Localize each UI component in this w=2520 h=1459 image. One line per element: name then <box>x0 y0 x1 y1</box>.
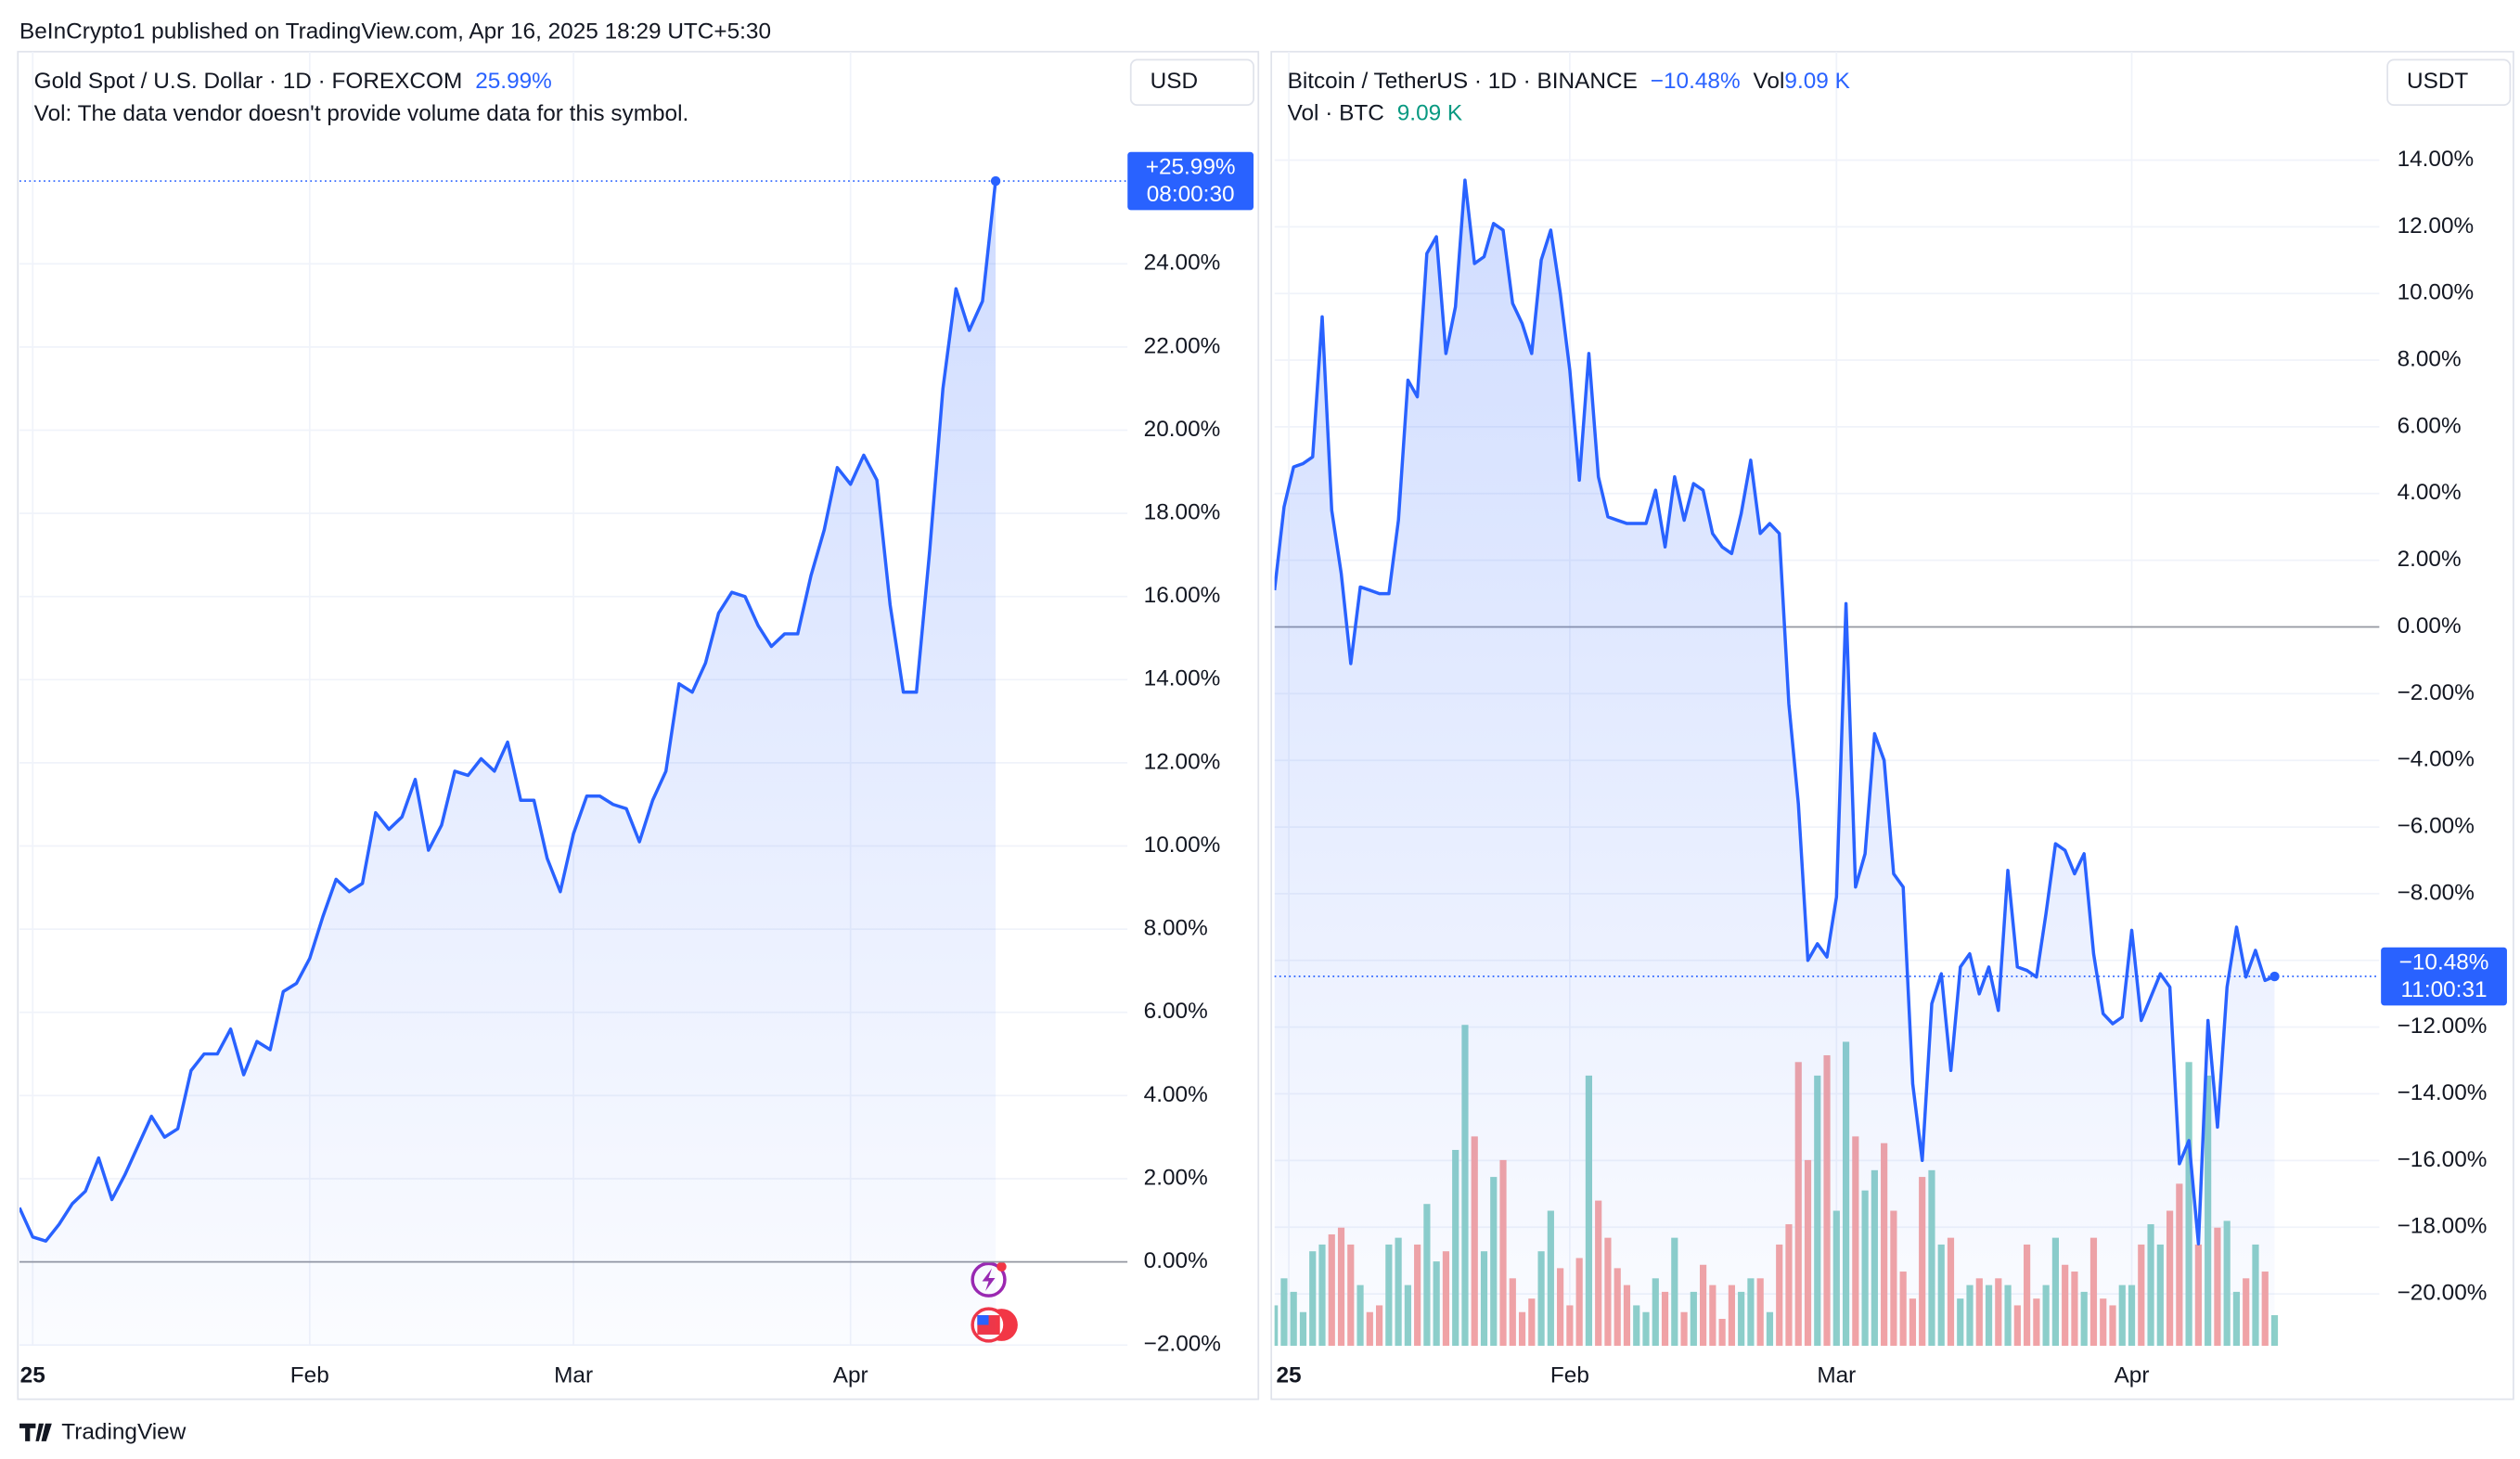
price-line <box>1274 178 2276 1246</box>
currency-box <box>1129 58 1254 107</box>
chart-title: Gold Spot / U.S. Dollar · 1D · FOREXCOM 2… <box>34 69 552 94</box>
price-tag-time: 11:00:31 <box>2401 977 2488 1002</box>
x-tick-label: 25 <box>20 1363 45 1388</box>
y-tick-label: 6.00% <box>1144 999 1208 1024</box>
y-tick-label: 22.00% <box>1144 333 1221 358</box>
panel-frame <box>1270 50 2514 1401</box>
chart-title: Bitcoin / TetherUS · 1D · BINANCE −10.48%… <box>1288 69 1850 94</box>
y-tick-label: −14.00% <box>2398 1080 2488 1105</box>
x-tick-label: Mar <box>1817 1363 1856 1388</box>
y-tick-label: 2.00% <box>2398 547 2462 572</box>
y-tick-label: −2.00% <box>1144 1332 1221 1357</box>
x-tick-label: Apr <box>833 1363 868 1388</box>
price-tag <box>1127 151 1254 211</box>
vol-title: Vol <box>1754 69 1785 94</box>
plot <box>19 51 1128 1347</box>
last-price-dot <box>2269 971 2280 982</box>
y-tick-label: −16.00% <box>2398 1147 2488 1172</box>
y-tick-label: 12.00% <box>2398 213 2475 239</box>
y-tick-label: −4.00% <box>2398 747 2475 772</box>
y-tick-label: 4.00% <box>1144 1082 1208 1107</box>
y-tick-label: 16.00% <box>1144 583 1221 608</box>
x-tick-label: Apr <box>2115 1363 2150 1388</box>
price-tag-value: −10.48% <box>2399 950 2489 975</box>
y-tick-label: 14.00% <box>2398 147 2475 172</box>
area <box>19 180 996 1347</box>
currency: USD <box>1151 69 1198 94</box>
y-tick-label: 14.00% <box>1144 666 1221 691</box>
panel-frame <box>17 50 1260 1401</box>
y-tick-label: 18.00% <box>1144 500 1221 525</box>
x-tick-label: Mar <box>554 1363 593 1388</box>
y-tick-label: 6.00% <box>2398 413 2462 438</box>
title: Bitcoin / TetherUS · 1D · BINANCE <box>1288 69 1638 94</box>
y-tick-label: −12.00% <box>2398 1014 2488 1039</box>
x-tick-label: Feb <box>290 1363 329 1388</box>
x-tick-label: 25 <box>1277 1363 1302 1388</box>
note: Vol: The data vendor doesn't provide vol… <box>34 101 689 126</box>
y-tick-label: 8.00% <box>2398 346 2462 371</box>
title: Gold Spot / U.S. Dollar · 1D · FOREXCOM <box>34 69 463 94</box>
y-tick-label: 24.00% <box>1144 251 1221 276</box>
footer: TradingView <box>61 1420 186 1445</box>
currency: USDT <box>2407 69 2468 94</box>
y-tick-label: −8.00% <box>2398 880 2475 905</box>
x-tick-label: Feb <box>1550 1363 1589 1388</box>
y-tick-label: 4.00% <box>2398 480 2462 505</box>
y-tick-label: 10.00% <box>1144 833 1221 858</box>
price-tag-value: +25.99% <box>1146 155 1236 180</box>
y-tick-label: −6.00% <box>2398 814 2475 839</box>
y-tick-label: −18.00% <box>2398 1214 2488 1239</box>
y-tick-label: 20.00% <box>1144 417 1221 442</box>
last-price-dot <box>990 175 1001 187</box>
y-tick-label: 8.00% <box>1144 916 1208 941</box>
tv-logo <box>19 1423 52 1441</box>
volume-bar <box>2270 1315 2279 1347</box>
price-line <box>19 180 997 1243</box>
y-tick-label: 0.00% <box>2398 613 2462 639</box>
y-tick-label: −20.00% <box>2398 1281 2488 1306</box>
y-tick-label: 10.00% <box>2398 280 2475 305</box>
vol-value: 9.09 K <box>1784 69 1849 94</box>
y-tick-label: 0.00% <box>1144 1248 1208 1273</box>
change: 25.99% <box>475 69 552 94</box>
area <box>1274 180 2275 1347</box>
price-tag-time: 08:00:30 <box>1147 182 1235 207</box>
currency-box <box>2386 58 2512 107</box>
volume-legend: Vol · BTC 9.09 K <box>1288 101 1463 126</box>
y-tick-label: −2.00% <box>2398 680 2475 705</box>
header: BeInCrypto1 published on TradingView.com… <box>19 19 771 44</box>
y-tick-label: 12.00% <box>1144 749 1221 774</box>
change: −10.48% <box>1651 69 1741 94</box>
volume-value: 9.09 K <box>1397 101 1462 126</box>
y-tick-label: 2.00% <box>1144 1165 1208 1190</box>
plot <box>1274 51 2380 1347</box>
volume-name: Vol · BTC <box>1288 101 1384 126</box>
price-tag <box>2381 947 2507 1006</box>
